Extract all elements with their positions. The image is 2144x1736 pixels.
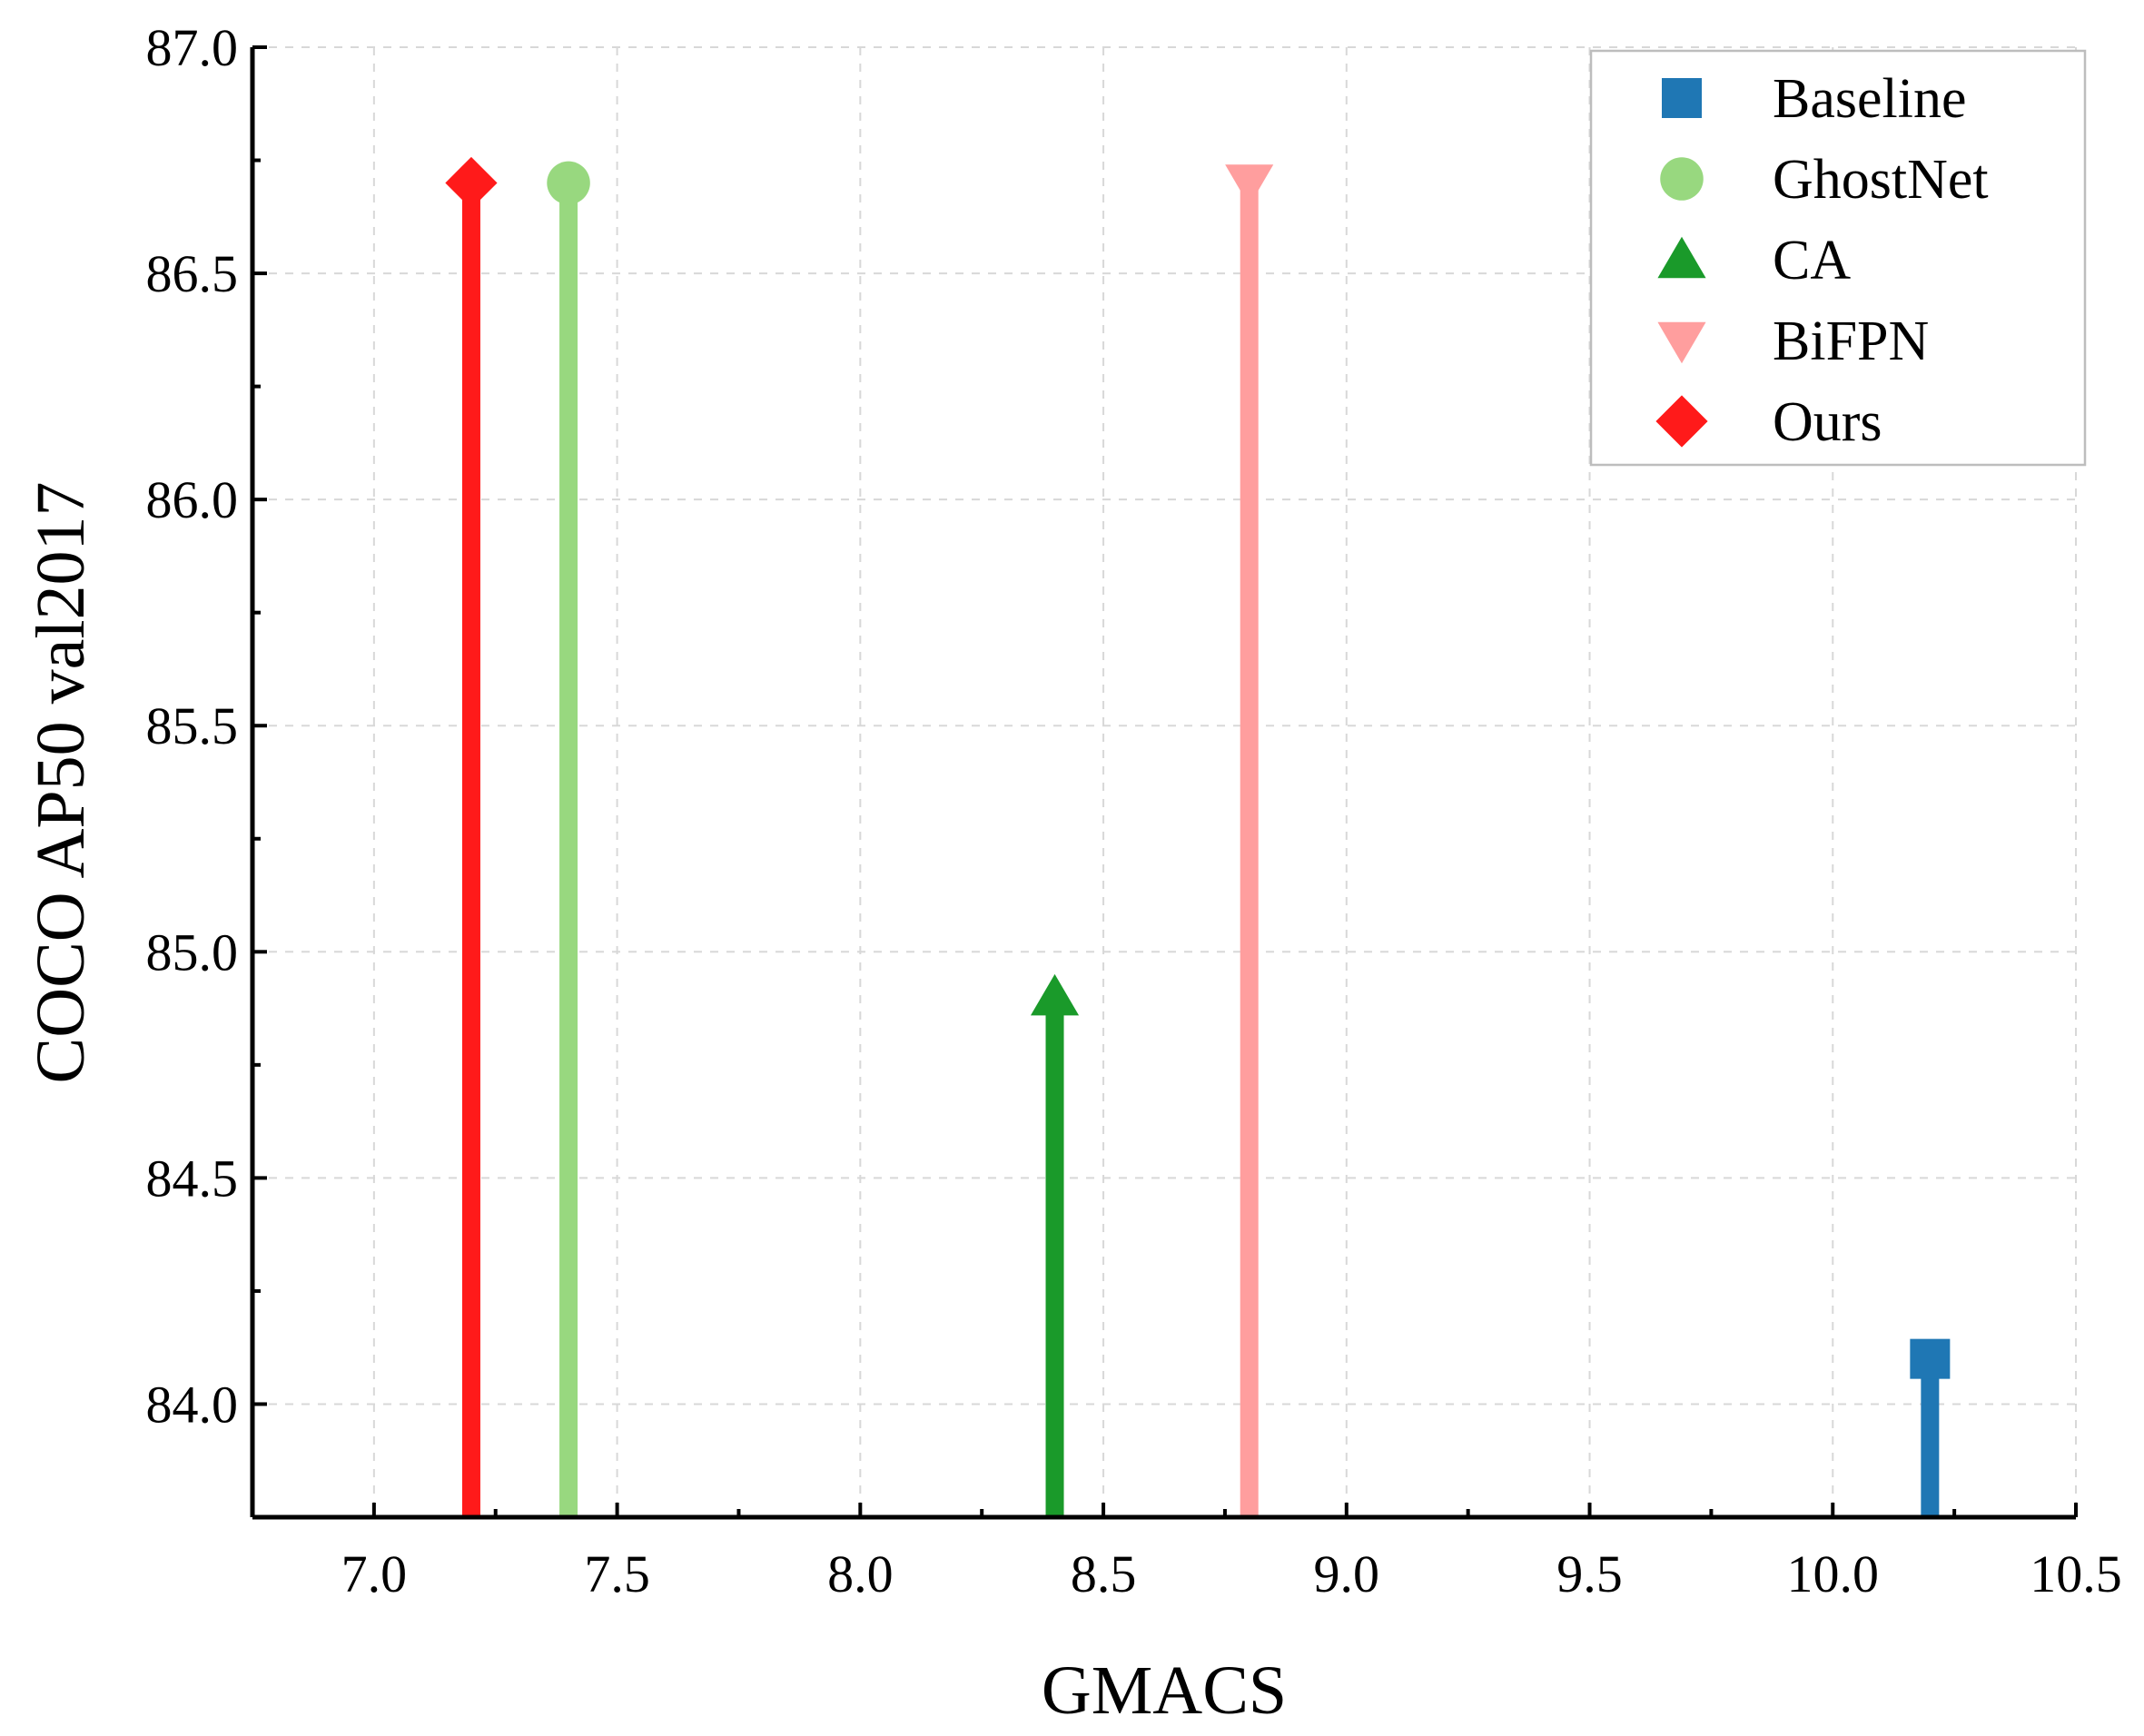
- x-tick-label: 10.5: [2030, 1544, 2122, 1603]
- x-tick-label: 7.0: [341, 1544, 408, 1603]
- x-tick-label: 9.0: [1314, 1544, 1380, 1603]
- y-tick-label: 86.5: [146, 244, 239, 303]
- marker-baseline: [1910, 1338, 1951, 1379]
- x-tick-label: 8.0: [827, 1544, 894, 1603]
- legend-marker-ghostnet: [1660, 157, 1704, 201]
- legend-marker-baseline: [1662, 78, 1702, 118]
- x-tick-label: 10.0: [1787, 1544, 1880, 1603]
- marker-layer: [445, 156, 1951, 1379]
- y-tick-label: 87.0: [146, 18, 239, 77]
- x-tick-label: 8.5: [1071, 1544, 1137, 1603]
- y-tick-label: 84.0: [146, 1375, 239, 1434]
- legend-marker-bifpn: [1657, 321, 1706, 364]
- legend-label-ours: Ours: [1773, 391, 1882, 453]
- legend-marker-ca: [1657, 236, 1706, 279]
- tick-layer: 7.0 7.5 8.0 8.5 9.0 9.5 10.0 10.5 84.0 84.5 85.0 85…: [146, 18, 2122, 1603]
- marker-ghostnet: [547, 161, 590, 205]
- y-tick-label: 85.5: [146, 696, 239, 755]
- axes-layer: [250, 47, 2076, 1520]
- y-tick-label: 84.5: [146, 1149, 239, 1208]
- marker-ca: [1030, 973, 1080, 1016]
- legend: Baseline GhostNet CA BiFPN Ours: [1589, 49, 2087, 467]
- legend-label-bifpn: BiFPN: [1773, 311, 1929, 372]
- x-tick-label: 9.5: [1556, 1544, 1623, 1603]
- marker-ours: [445, 156, 498, 210]
- y-tick-label: 86.0: [146, 470, 239, 529]
- legend-label-ca: CA: [1773, 230, 1851, 291]
- legend-marker-ours: [1655, 395, 1708, 448]
- x-axis-title: GMACS: [1042, 1652, 1287, 1729]
- legend-label-ghostnet: GhostNet: [1773, 149, 1989, 211]
- legend-label-baseline: Baseline: [1773, 68, 1967, 130]
- stem-layer: [461, 182, 1940, 1517]
- legend-items: Baseline GhostNet CA BiFPN Ours: [1655, 68, 1989, 453]
- x-tick-label: 7.5: [584, 1544, 650, 1603]
- y-tick-label: 85.0: [146, 922, 239, 981]
- marker-bifpn: [1225, 164, 1274, 206]
- y-axis-title: COCO AP50 val2017: [23, 482, 99, 1084]
